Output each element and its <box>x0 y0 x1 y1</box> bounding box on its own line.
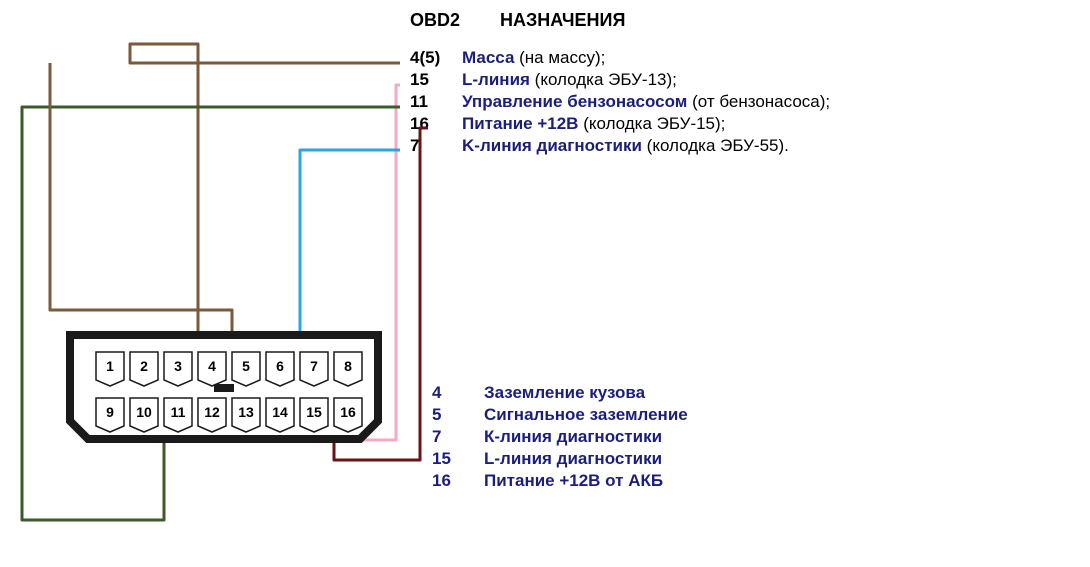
assignment-row: 4(5)Масса (на массу); <box>410 48 605 68</box>
obd2-pin-slot <box>232 352 260 386</box>
obd2-notch <box>214 384 234 392</box>
obd2-pin-slot <box>164 398 192 432</box>
obd2-pin-label: 4 <box>208 358 216 374</box>
obd2-pin-label: 6 <box>276 358 284 374</box>
obd2-pin-label: 2 <box>140 358 148 374</box>
diagram-stage: OBD2 НАЗНАЧЕНИЯ 4(5)Масса (на массу);15L… <box>0 0 1090 567</box>
legend-desc: К-линия диагностики <box>484 427 662 446</box>
assignment-pin: 7 <box>410 136 462 156</box>
obd2-pin-label: 1 <box>106 358 114 374</box>
wire-mass-pin5 <box>50 63 232 352</box>
legend-pin: 16 <box>432 471 484 491</box>
header-assignments: НАЗНАЧЕНИЯ <box>500 10 625 31</box>
assignment-name: Питание +12В <box>462 114 578 133</box>
assignment-row: 11Управление бензонасосом (от бензонасос… <box>410 92 830 112</box>
obd2-pin-slot <box>266 352 294 386</box>
assignment-extra: (колодка ЭБУ-55). <box>642 136 789 155</box>
assignment-extra: (на массу); <box>514 48 605 67</box>
assignment-extra: (колодка ЭБУ-13); <box>530 70 677 89</box>
obd2-pin-slot <box>96 352 124 386</box>
obd2-pin-slot <box>164 352 192 386</box>
obd2-pin-slot <box>198 398 226 432</box>
assignment-name: K-линия диагностики <box>462 136 642 155</box>
obd2-pin-label: 9 <box>106 404 114 420</box>
obd2-pin-label: 8 <box>344 358 352 374</box>
legend-row: 16Питание +12В от АКБ <box>432 471 663 491</box>
obd2-pin-slot <box>130 398 158 432</box>
legend-pin: 5 <box>432 405 484 425</box>
obd2-pin-slot <box>232 398 260 432</box>
wire-pump-pin11 <box>22 107 400 520</box>
obd2-pin-slot <box>334 398 362 432</box>
legend-desc: Заземление кузова <box>484 383 645 402</box>
obd2-pin-label: 12 <box>204 404 220 420</box>
obd2-pin-slot <box>300 352 328 386</box>
legend-pin: 4 <box>432 383 484 403</box>
obd2-pin-label: 10 <box>136 404 152 420</box>
assignment-name: Масса <box>462 48 514 67</box>
obd2-pin-label: 7 <box>310 358 318 374</box>
obd2-pin-label: 15 <box>306 404 322 420</box>
assignment-pin: 11 <box>410 92 462 112</box>
header-obd2: OBD2 <box>410 10 460 31</box>
wire-kline-pin7 <box>300 150 400 352</box>
obd2-pin-label: 16 <box>340 404 356 420</box>
assignment-pin: 16 <box>410 114 462 134</box>
obd2-pin-label: 13 <box>238 404 254 420</box>
obd2-pin-slot <box>334 352 362 386</box>
obd2-pin-label: 14 <box>272 404 288 420</box>
assignment-extra: (от бензонасоса); <box>687 92 830 111</box>
obd2-pin-slot <box>96 398 124 432</box>
wire-lline-pin15 <box>300 85 400 440</box>
assignment-row: 16Питание +12В (колодка ЭБУ-15); <box>410 114 725 134</box>
legend-row: 7К-линия диагностики <box>432 427 662 447</box>
assignment-name: Управление бензонасосом <box>462 92 687 111</box>
legend-desc: Питание +12В от АКБ <box>484 471 663 490</box>
assignment-extra: (колодка ЭБУ-15); <box>578 114 725 133</box>
wire-mass-pin4 <box>130 44 400 352</box>
assignment-pin: 15 <box>410 70 462 90</box>
assignment-row: 7K-линия диагностики (колодка ЭБУ-55). <box>410 136 789 156</box>
obd2-pin-label: 3 <box>174 358 182 374</box>
legend-pin: 7 <box>432 427 484 447</box>
legend-row: 15L-линия диагностики <box>432 449 662 469</box>
obd2-pin-label: 11 <box>171 404 186 420</box>
obd2-pin-label: 5 <box>242 358 250 374</box>
legend-row: 5Сигнальное заземление <box>432 405 688 425</box>
obd2-pin-slot <box>130 352 158 386</box>
legend-pin: 15 <box>432 449 484 469</box>
obd2-pin-slot <box>198 352 226 386</box>
assignment-pin: 4(5) <box>410 48 462 68</box>
wire-12v-pin16 <box>334 128 428 460</box>
assignment-row: 15L-линия (колодка ЭБУ-13); <box>410 70 677 90</box>
obd2-pin-slot <box>300 398 328 432</box>
legend-desc: Сигнальное заземление <box>484 405 688 424</box>
obd2-pin-slot <box>266 398 294 432</box>
assignment-name: L-линия <box>462 70 530 89</box>
obd2-connector-body <box>70 335 378 439</box>
legend-desc: L-линия диагностики <box>484 449 662 468</box>
legend-row: 4Заземление кузова <box>432 383 645 403</box>
